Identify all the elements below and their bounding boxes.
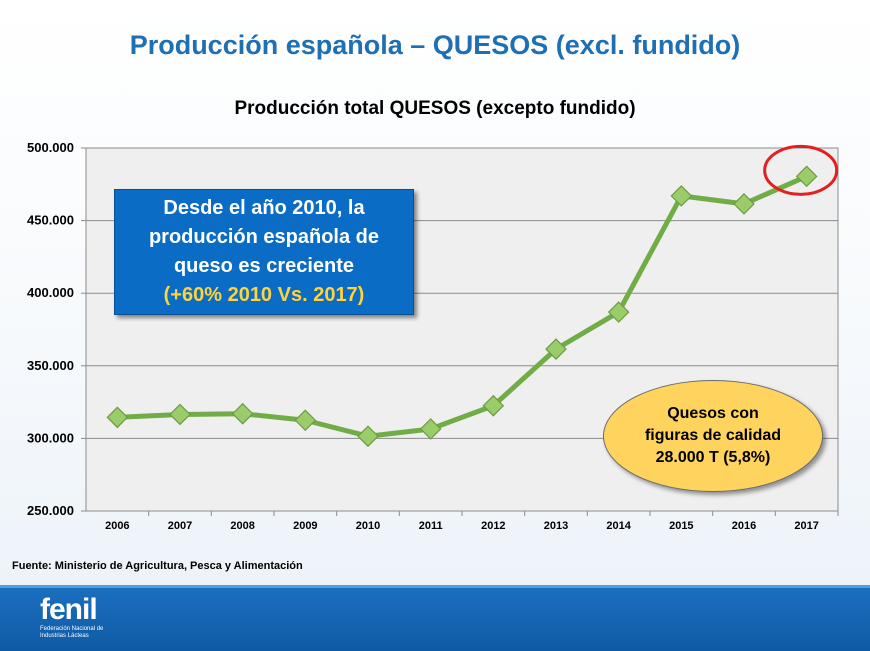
logo-subtitle: Federación Nacional de Industrias Láctea…: [40, 626, 104, 639]
ellipse-line-1: Quesos con: [667, 405, 759, 422]
y-tick-label: 450.000: [27, 213, 74, 228]
x-tick-label: 2015: [669, 520, 693, 532]
quality-cheese-callout: Quesos con figuras de calidad 28.000 T (…: [603, 380, 823, 492]
x-tick-label: 2007: [168, 520, 192, 532]
x-tick-label: 2013: [544, 520, 568, 532]
data-point-marker: [357, 425, 379, 448]
data-point-marker: [231, 402, 254, 425]
ellipse-line-2: figuras de calidad: [644, 427, 782, 444]
data-point-marker: [795, 165, 818, 188]
x-tick-label: 2014: [606, 520, 631, 532]
x-tick-label: 2017: [794, 520, 818, 532]
x-tick-label: 2011: [419, 520, 443, 532]
y-tick-label: 300.000: [27, 430, 74, 445]
x-tick-label: 2010: [356, 520, 380, 532]
data-point-marker: [482, 394, 505, 417]
y-tick-label: 250.000: [27, 503, 74, 518]
x-tick-label: 2016: [732, 520, 756, 532]
chart-title: Producción total QUESOS (excepto fundido…: [234, 98, 636, 119]
source-note: Fuente: Ministerio de Agricultura, Pesca…: [12, 560, 303, 572]
y-tick-label: 500.000: [27, 140, 74, 155]
highlight-circle: [763, 144, 839, 196]
callout-line-3: queso es creciente: [173, 255, 355, 277]
x-tick-label: 2008: [230, 520, 254, 532]
y-tick-label: 400.000: [27, 285, 74, 300]
data-point-marker: [169, 403, 191, 426]
footer-bar: fenil Federación Nacional de Industrias …: [0, 585, 870, 651]
data-point-marker: [670, 185, 693, 207]
x-tick-label: 2009: [293, 520, 317, 532]
data-point-marker: [545, 338, 567, 360]
callout-line-2: producción española de: [148, 226, 380, 248]
callout-highlight: (+60% 2010 Vs. 2017): [163, 284, 365, 306]
ellipse-line-3: 28.000 T (5,8%): [655, 449, 771, 466]
x-tick-label: 2006: [105, 520, 129, 532]
data-point-marker: [106, 406, 129, 429]
data-point-marker: [607, 301, 630, 323]
data-point-marker: [733, 193, 755, 215]
logo-word: fenil: [40, 593, 98, 626]
x-tick-label: 2012: [481, 520, 505, 532]
fenil-logo: fenil Federación Nacional de Industrias …: [40, 594, 110, 640]
callout-line-1: Desde el año 2010, la: [163, 197, 365, 219]
growth-callout: Desde el año 2010, la producción español…: [114, 189, 414, 315]
data-point-marker: [294, 409, 317, 432]
slide-title: Producción española – QUESOS (excl. fund…: [129, 30, 741, 60]
data-point-marker: [419, 418, 442, 440]
y-tick-label: 350.000: [27, 358, 74, 373]
